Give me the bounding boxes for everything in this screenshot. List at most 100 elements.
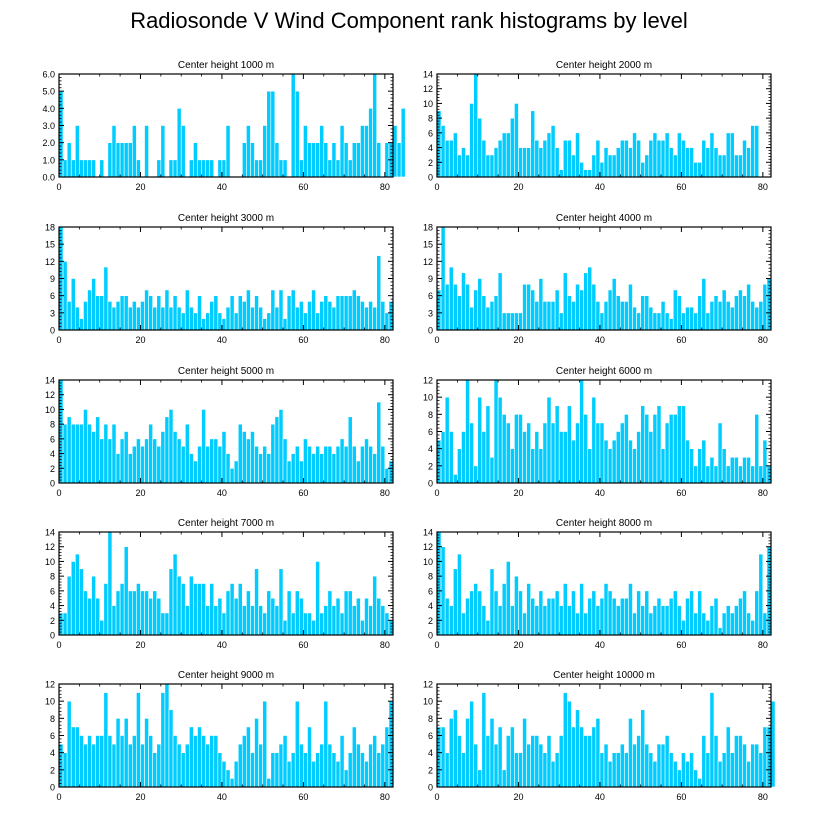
bar: [579, 583, 584, 636]
bar: [274, 416, 280, 484]
bar: [693, 612, 698, 636]
bar: [603, 301, 609, 331]
panel-2: Center height 2000 m 0 2 4 6 8 10 12 14 0 20 40 60 80: [423, 60, 772, 192]
bar: [364, 306, 369, 331]
bar: [514, 575, 519, 636]
bar: [465, 379, 470, 484]
bar: [652, 312, 658, 331]
bar: [392, 125, 398, 178]
bar: [307, 445, 312, 484]
bar: [213, 605, 219, 636]
y-tick-label: 8: [428, 410, 433, 420]
y-tick-label: 12: [423, 542, 433, 552]
bar: [709, 132, 715, 178]
y-tick-label: 14: [45, 376, 55, 386]
y-tick-label: 6: [428, 291, 433, 301]
bar: [729, 752, 735, 788]
x-tick-label: 80: [380, 488, 390, 498]
panel-title: Center height 2000 m: [556, 60, 652, 71]
bar: [583, 169, 589, 178]
bar: [538, 147, 544, 178]
bar: [91, 278, 96, 331]
bar: [307, 726, 312, 788]
bar: [754, 125, 760, 178]
bar: [452, 568, 458, 636]
bar: [180, 752, 186, 788]
bar: [713, 147, 719, 178]
bar: [356, 597, 361, 636]
bar: [477, 590, 483, 636]
bar: [274, 605, 280, 636]
bar: [103, 692, 109, 788]
bar: [481, 139, 487, 178]
bar: [70, 726, 76, 788]
bar: [705, 752, 711, 788]
bar: [542, 422, 548, 484]
bar: [274, 142, 280, 178]
bar: [197, 726, 202, 788]
bar: [282, 619, 288, 636]
bar: [721, 154, 727, 178]
bar: [762, 439, 768, 484]
bar: [579, 161, 584, 178]
bar: [497, 396, 503, 484]
bar: [307, 142, 312, 178]
bar: [148, 597, 153, 636]
bar: [497, 726, 503, 788]
bar: [448, 605, 454, 636]
bar: [619, 139, 625, 178]
bar: [607, 760, 613, 788]
bar: [74, 306, 80, 331]
bar: [615, 605, 621, 636]
bar: [750, 465, 756, 484]
bar: [193, 142, 198, 178]
bar: [554, 147, 560, 178]
bar: [729, 612, 735, 636]
y-tick-label: 2: [50, 765, 55, 775]
bar: [628, 147, 633, 178]
y-tick-label: 2: [50, 464, 55, 474]
bar: [469, 422, 474, 484]
bar: [624, 139, 629, 178]
bar: [461, 612, 466, 636]
bar: [510, 448, 515, 484]
bar: [750, 619, 756, 636]
bar: [575, 132, 580, 178]
bar: [197, 583, 202, 636]
bar: [368, 445, 373, 484]
bar: [554, 405, 560, 484]
bar: [701, 139, 707, 178]
bar: [299, 159, 304, 178]
bar: [558, 169, 564, 178]
panel-title: Center height 9000 m: [178, 670, 274, 681]
x-tick-label: 0: [56, 640, 61, 650]
bar: [351, 605, 357, 636]
bar: [648, 752, 654, 788]
bar: [762, 612, 768, 636]
bar: [164, 416, 170, 484]
bar: [652, 132, 658, 178]
bar: [311, 453, 316, 484]
bar: [95, 416, 101, 484]
bar: [356, 142, 361, 178]
bar: [311, 760, 316, 788]
bar: [444, 752, 450, 788]
bar: [152, 590, 158, 636]
bar: [518, 752, 523, 788]
bar: [469, 306, 474, 331]
bar: [368, 605, 373, 636]
bar: [697, 161, 703, 178]
bar: [652, 414, 658, 484]
bar: [713, 735, 719, 788]
bar: [538, 278, 544, 331]
y-tick-label: 6: [428, 731, 433, 741]
bar: [697, 590, 703, 636]
bar: [217, 752, 223, 788]
bar: [664, 422, 670, 484]
bar: [225, 590, 231, 636]
bar: [266, 778, 272, 788]
bar: [689, 448, 694, 484]
bar: [689, 306, 694, 331]
bar: [465, 154, 470, 178]
bar: [201, 318, 206, 331]
